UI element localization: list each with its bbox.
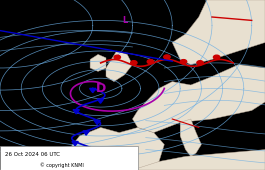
Polygon shape [69,163,75,167]
Polygon shape [73,110,79,114]
Circle shape [164,55,170,59]
Polygon shape [90,88,96,93]
Text: D: D [96,82,106,95]
Circle shape [197,61,203,65]
Polygon shape [93,152,99,156]
Circle shape [180,60,187,64]
Circle shape [114,55,120,59]
Polygon shape [97,99,104,103]
Text: © copyright KNMI: © copyright KNMI [40,162,84,168]
Polygon shape [72,141,78,146]
Polygon shape [94,120,100,124]
Circle shape [131,61,137,65]
Polygon shape [83,131,89,135]
Text: 26 Oct 2024 06 UTC: 26 Oct 2024 06 UTC [5,152,60,157]
FancyBboxPatch shape [0,146,138,170]
Text: L: L [122,16,127,25]
Circle shape [213,55,220,59]
Circle shape [147,60,154,64]
